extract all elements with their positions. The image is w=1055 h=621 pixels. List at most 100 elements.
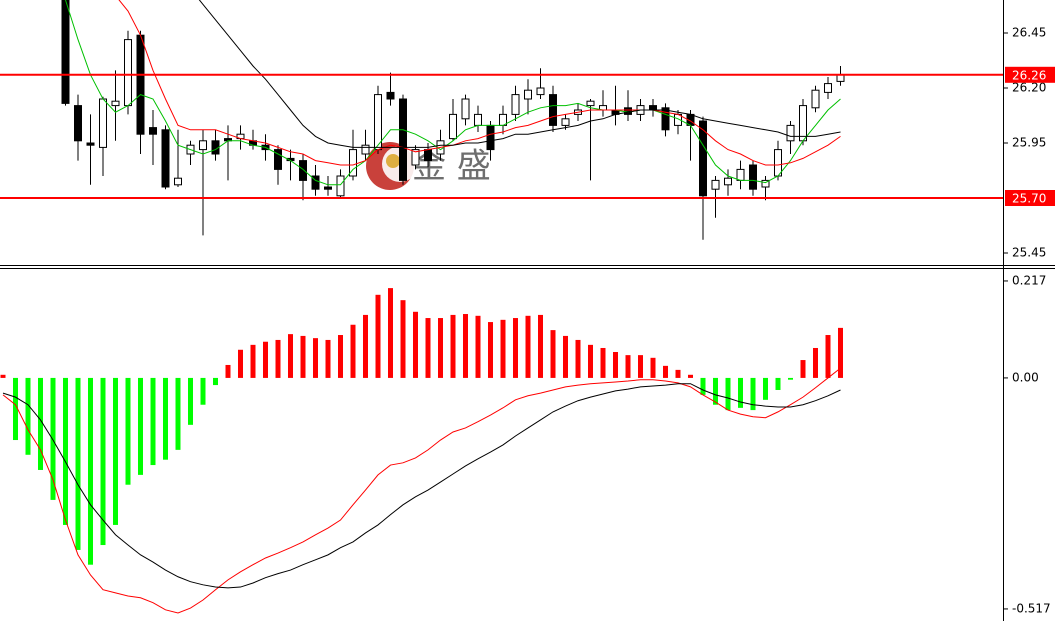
y-tick-label: 0.217 <box>1012 273 1046 287</box>
histogram-bar <box>213 377 218 386</box>
histogram-bar <box>38 377 43 470</box>
level-label: 25.70 <box>1012 192 1046 206</box>
candle-body <box>711 179 720 190</box>
candle-body <box>624 107 632 115</box>
histogram-bar <box>713 377 718 405</box>
candle-body <box>336 175 345 197</box>
histogram-bar <box>350 324 356 378</box>
histogram-bar <box>550 330 556 378</box>
candle-body <box>324 186 332 190</box>
watermark-logo-dot <box>386 154 400 168</box>
candle-body <box>274 149 282 170</box>
candle-body <box>386 91 395 100</box>
candle-body <box>374 94 382 151</box>
histogram-bar <box>500 319 506 378</box>
histogram-bar <box>225 364 231 378</box>
histogram-bar <box>563 335 568 378</box>
candle-body <box>111 100 120 107</box>
candle-body <box>199 140 207 151</box>
histogram-bar <box>600 347 606 378</box>
candle-body <box>511 94 520 115</box>
candle-body <box>311 175 320 190</box>
histogram-bar <box>200 377 206 405</box>
histogram-bar <box>825 335 831 378</box>
histogram-bar <box>150 377 156 466</box>
histogram-bar <box>463 314 468 378</box>
histogram-bar <box>438 318 443 378</box>
y-tick-label: 0.00 <box>1012 370 1039 384</box>
histogram-bar <box>538 314 543 378</box>
histogram-bar <box>788 377 793 380</box>
candle-body <box>799 105 807 142</box>
histogram-bar <box>700 377 706 395</box>
candle-body <box>811 89 820 109</box>
line <box>198 0 841 148</box>
histogram-bar <box>588 344 593 378</box>
candle-body <box>586 100 595 107</box>
candle-body <box>774 149 782 177</box>
histogram-bar <box>775 377 781 390</box>
level-label-box <box>1005 66 1055 83</box>
candle-body <box>61 0 70 104</box>
y-tick-label: -0.517 <box>1012 601 1051 615</box>
line <box>2 367 841 614</box>
histogram-bar <box>650 357 656 378</box>
histogram-bar <box>750 377 756 411</box>
histogram-bar <box>338 335 343 378</box>
candle-body <box>786 124 795 142</box>
histogram-bar <box>100 377 106 546</box>
histogram-bar <box>75 377 81 550</box>
histogram-bar <box>325 339 331 378</box>
candle-body <box>99 98 107 148</box>
candle-body <box>724 177 732 186</box>
histogram-bar <box>513 318 518 378</box>
histogram-bar <box>63 377 68 525</box>
histogram-bar <box>663 365 668 378</box>
candle-body <box>561 118 570 126</box>
histogram-bar <box>675 369 681 378</box>
histogram-bar <box>313 338 318 378</box>
candle-body <box>74 105 82 142</box>
histogram-bar <box>250 344 256 378</box>
histogram-bar <box>488 322 493 378</box>
candle-body <box>411 149 420 166</box>
candle-body <box>174 177 182 186</box>
candle-body <box>474 113 482 126</box>
y-tick-label: 26.45 <box>1012 26 1046 40</box>
candle-body <box>536 87 545 96</box>
y-tick-label: 25.95 <box>1012 136 1046 150</box>
macd-pane <box>0 288 843 614</box>
candle-body <box>136 34 145 135</box>
candle-body <box>699 120 707 197</box>
histogram-bar <box>88 377 93 565</box>
candle-body <box>761 179 770 188</box>
histogram-bar <box>163 377 168 460</box>
histogram-bar <box>475 315 481 378</box>
candle-body <box>86 142 95 146</box>
histogram-bar <box>388 288 393 378</box>
histogram-bar <box>238 349 243 378</box>
candle-body <box>824 83 832 93</box>
candle-body <box>461 98 470 120</box>
candle-body <box>736 168 745 181</box>
candle-body <box>149 127 157 135</box>
histogram-bar <box>188 377 193 425</box>
histogram-bar <box>363 314 368 378</box>
line <box>118 0 841 166</box>
candle-body <box>349 149 357 177</box>
candle-body <box>424 149 432 162</box>
level-label: 26.26 <box>1012 68 1046 82</box>
candle-body <box>749 164 757 190</box>
line <box>64 0 841 186</box>
level-label-box <box>1005 190 1055 206</box>
histogram-bar <box>413 311 418 378</box>
histogram-bar <box>575 339 581 378</box>
histogram-bar <box>175 377 181 450</box>
candle-body <box>299 160 307 181</box>
histogram-bar <box>0 374 6 378</box>
histogram-bar <box>50 377 56 500</box>
histogram-bar <box>450 314 456 378</box>
y-tick-label: 26.20 <box>1012 81 1046 95</box>
histogram-bar <box>625 355 631 378</box>
